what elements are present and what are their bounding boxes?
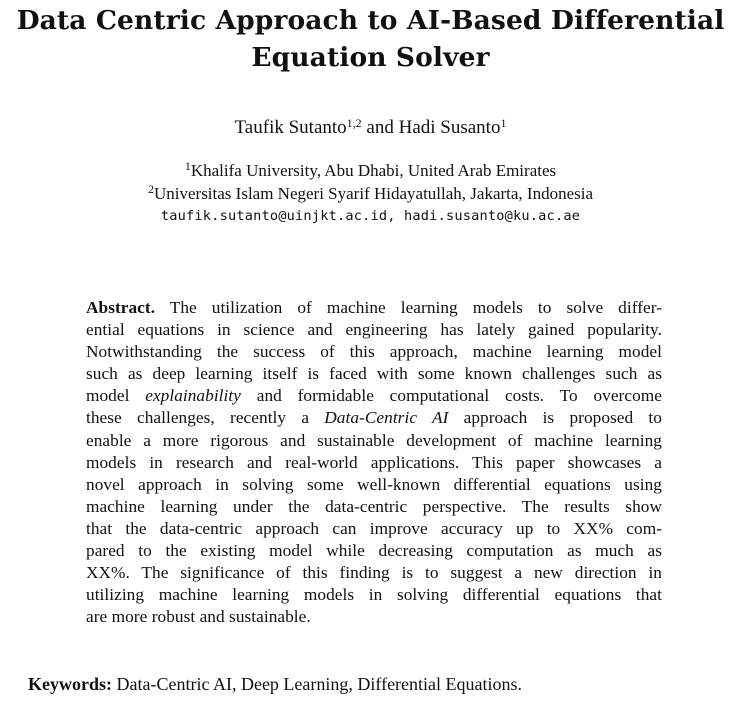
- abstract-line: model explainability and formidable comp…: [86, 386, 662, 406]
- keywords: Keywords: Data-Centric AI, Deep Learning…: [28, 672, 728, 696]
- abstract-line: models in research and real-world applic…: [86, 452, 662, 472]
- author-affiliation-marker: 1,2: [346, 116, 362, 130]
- keywords-text: Data-Centric AI, Deep Learning, Differen…: [112, 674, 523, 694]
- abstract-line: these challenges, recently a Data-Centri…: [86, 408, 662, 428]
- affiliation-marker: 2: [147, 181, 154, 196]
- title-line-1: Data Centric Approach to AI-Based Differ…: [16, 5, 725, 36]
- paper-title: Data Centric Approach to AI-Based Differ…: [0, 2, 741, 76]
- affiliation-marker: 1: [184, 159, 191, 173]
- abstract-line: Notwithstanding the success of this appr…: [86, 342, 662, 362]
- abstract: Abstract. The utilization of machine lea…: [86, 297, 662, 628]
- author-name: Taufik Sutanto: [234, 117, 347, 138]
- affiliation-text: Khalifa University, Abu Dhabi, United Ar…: [190, 161, 557, 180]
- author-connector: and: [361, 117, 399, 138]
- affiliation-block: 1Khalifa University, Abu Dhabi, United A…: [0, 160, 741, 228]
- author-affiliation-marker: 1: [500, 116, 507, 130]
- abstract-line: that the data-centric approach can impro…: [86, 518, 662, 538]
- abstract-line: are more robust and sustainable.: [86, 607, 311, 627]
- keywords-label: Keywords:: [28, 674, 112, 694]
- abstract-line: such as deep learning itself is faced wi…: [86, 364, 662, 384]
- abstract-line: ential equations in science and engineer…: [86, 320, 662, 340]
- author-list: Taufik Sutanto1,2 and Hadi Susanto1: [0, 116, 741, 140]
- affiliation-line: 1Khalifa University, Abu Dhabi, United A…: [0, 160, 741, 183]
- title-line-2: Equation Solver: [251, 42, 490, 73]
- abstract-line: utilizing machine learning models in sol…: [86, 585, 662, 605]
- abstract-line: Abstract. The utilization of machine lea…: [86, 298, 662, 317]
- emphasis-data-centric-ai: Data-Centric AI: [324, 408, 449, 428]
- abstract-line: machine learning under the data-centric …: [86, 496, 662, 516]
- author-emails[interactable]: taufik.sutanto@uinjkt.ac.id, hadi.susant…: [160, 208, 581, 224]
- author-name: Hadi Susanto: [398, 117, 501, 138]
- affiliation-line: 2Universitas Islam Negeri Syarif Hidayat…: [0, 183, 741, 206]
- emphasis-explainability: explainability: [145, 386, 241, 406]
- abstract-heading: Abstract.: [86, 298, 156, 317]
- abstract-line: enable a more rigorous and sustainable d…: [86, 430, 662, 450]
- abstract-line: novel approach in solving some well-know…: [86, 474, 662, 494]
- abstract-line: pared to the existing model while decrea…: [86, 541, 662, 561]
- affiliation-text: Universitas Islam Negeri Syarif Hidayatu…: [153, 183, 594, 203]
- abstract-line: XX%. The significance of this finding is…: [86, 563, 662, 583]
